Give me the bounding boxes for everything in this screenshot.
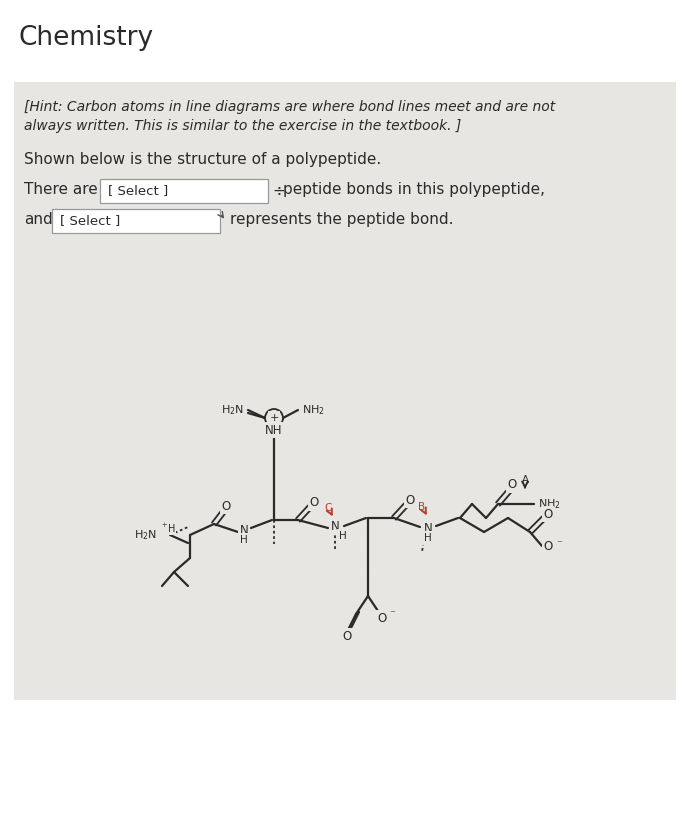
Bar bbox=[14, 82, 676, 700]
Text: ⁻: ⁻ bbox=[556, 539, 562, 549]
Text: Chemistry: Chemistry bbox=[18, 25, 153, 51]
Text: H: H bbox=[424, 533, 432, 543]
Text: ⁻: ⁻ bbox=[389, 609, 395, 619]
Text: and: and bbox=[24, 212, 52, 227]
Text: H: H bbox=[240, 535, 248, 545]
Text: O: O bbox=[507, 479, 517, 492]
Bar bbox=[100, 179, 268, 203]
Text: peptide bonds in this polypeptide,: peptide bonds in this polypeptide, bbox=[283, 182, 545, 197]
Text: N: N bbox=[239, 523, 248, 536]
Text: O: O bbox=[309, 497, 319, 510]
Text: N: N bbox=[424, 522, 433, 535]
Text: O: O bbox=[342, 629, 352, 642]
Text: O: O bbox=[377, 611, 386, 624]
Bar bbox=[52, 209, 220, 233]
Text: [ Select ]: [ Select ] bbox=[60, 215, 120, 227]
Text: [Hint: Carbon atoms in line diagrams are where bond lines meet and are not: [Hint: Carbon atoms in line diagrams are… bbox=[24, 100, 555, 114]
Text: O: O bbox=[406, 493, 415, 506]
Text: $\mathregular{^{+}H}$: $\mathregular{^{+}H}$ bbox=[161, 522, 175, 535]
Text: Shown below is the structure of a polypeptide.: Shown below is the structure of a polype… bbox=[24, 152, 382, 167]
Text: H: H bbox=[339, 531, 347, 541]
Text: always written. This is similar to the exercise in the textbook. ]: always written. This is similar to the e… bbox=[24, 119, 461, 133]
Text: N: N bbox=[331, 519, 339, 532]
Text: ÷: ÷ bbox=[272, 183, 285, 199]
Text: There are: There are bbox=[24, 182, 98, 197]
Text: O: O bbox=[544, 507, 553, 520]
Text: [ Select ]: [ Select ] bbox=[108, 185, 168, 198]
Text: $\mathregular{NH_2}$: $\mathregular{NH_2}$ bbox=[538, 497, 561, 511]
Text: A: A bbox=[522, 475, 529, 485]
Text: +: + bbox=[269, 413, 279, 423]
Text: $\mathregular{H_2N}$: $\mathregular{H_2N}$ bbox=[134, 528, 157, 542]
Text: B: B bbox=[418, 502, 426, 512]
Text: represents the peptide bond.: represents the peptide bond. bbox=[230, 212, 453, 227]
Text: O: O bbox=[221, 500, 230, 513]
Text: O: O bbox=[544, 540, 553, 554]
Text: NH: NH bbox=[265, 423, 283, 436]
Text: $\mathregular{H_2N}$: $\mathregular{H_2N}$ bbox=[221, 403, 244, 417]
Text: C: C bbox=[324, 503, 332, 513]
Text: $\mathregular{NH_2}$: $\mathregular{NH_2}$ bbox=[302, 403, 325, 417]
